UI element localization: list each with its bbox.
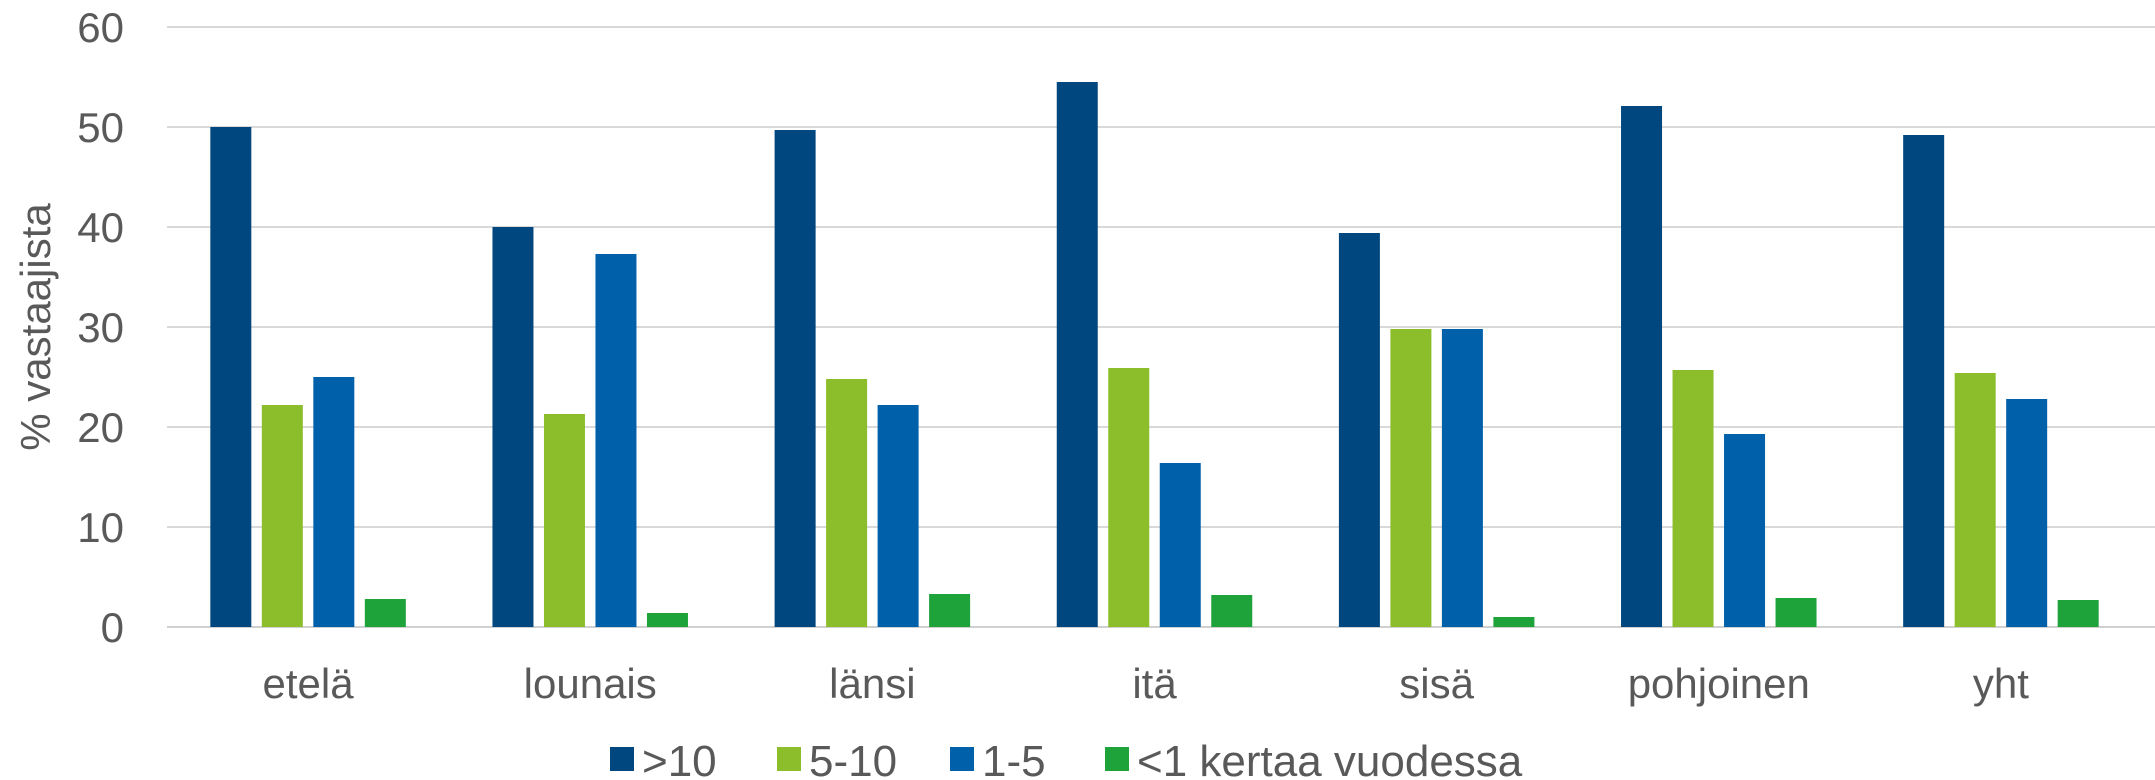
bars — [210, 82, 2099, 627]
x-category-label: sisä — [1399, 660, 1474, 707]
x-category-label: etelä — [263, 660, 355, 707]
bar — [1159, 463, 1201, 627]
bar — [364, 599, 406, 627]
bar — [1211, 595, 1253, 627]
bar — [646, 613, 688, 627]
bar — [929, 594, 971, 627]
y-tick-label: 10 — [77, 504, 124, 551]
bar — [595, 254, 637, 627]
bar — [492, 227, 534, 627]
legend: >10 5-10 1-5 <1 kertaa vuodessa — [610, 737, 1523, 780]
bar — [826, 379, 868, 627]
legend-label: <1 kertaa vuodessa — [1137, 737, 1523, 780]
bar — [1672, 370, 1714, 627]
x-category-label: lounais — [524, 660, 657, 707]
y-tick-label: 20 — [77, 404, 124, 451]
bar — [1621, 106, 1663, 627]
bar — [313, 377, 355, 627]
bar — [1338, 233, 1380, 627]
bar — [1390, 329, 1432, 627]
bar — [1775, 598, 1817, 627]
legend-swatch — [950, 747, 974, 771]
bar — [1903, 135, 1945, 627]
x-category-label: länsi — [829, 660, 915, 707]
y-axis-title: % vastaajista — [12, 203, 59, 451]
bar — [1108, 368, 1150, 627]
bar — [2057, 600, 2099, 627]
bar — [877, 405, 919, 627]
legend-swatch — [777, 747, 801, 771]
legend-label: 1-5 — [982, 737, 1046, 780]
x-category-label: yht — [1973, 660, 2029, 707]
legend-swatch — [610, 747, 634, 771]
x-category-label: itä — [1132, 660, 1177, 707]
bar — [1056, 82, 1098, 627]
y-tick-label: 0 — [101, 604, 124, 651]
y-axis-ticks: 0 10 20 30 40 50 60 — [77, 4, 124, 651]
y-tick-label: 30 — [77, 304, 124, 351]
bar — [2006, 399, 2048, 627]
legend-label: 5-10 — [809, 737, 897, 780]
legend-swatch — [1105, 747, 1129, 771]
bar — [210, 127, 252, 627]
bar — [1724, 434, 1766, 627]
y-tick-label: 50 — [77, 104, 124, 151]
legend-label: >10 — [642, 737, 717, 780]
bar — [1441, 329, 1483, 627]
x-category-label: pohjoinen — [1628, 660, 1810, 707]
bar — [1954, 373, 1996, 627]
y-tick-label: 40 — [77, 204, 124, 251]
bar — [261, 405, 303, 627]
bar — [543, 414, 585, 627]
bar — [1493, 617, 1535, 627]
y-tick-label: 60 — [77, 4, 124, 51]
x-axis-categories: etelä lounais länsi itä sisä pohjoinen yht — [263, 660, 2030, 707]
bar — [774, 130, 816, 627]
